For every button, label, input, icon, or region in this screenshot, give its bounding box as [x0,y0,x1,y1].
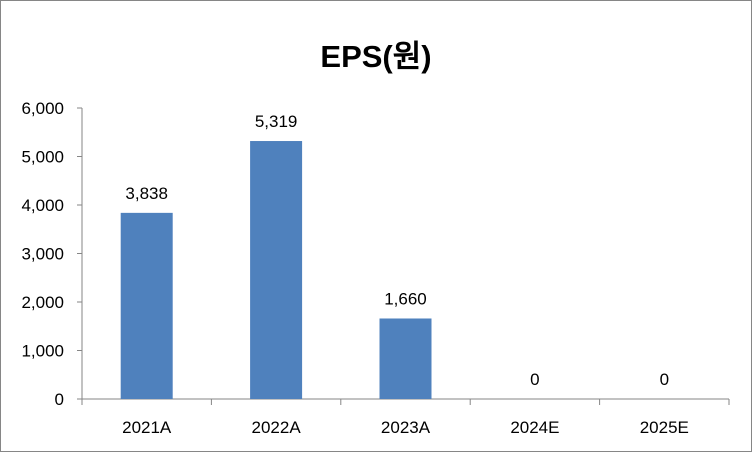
data-label: 0 [660,370,669,389]
y-tick-label: 5,000 [21,148,64,167]
y-tick-label: 4,000 [21,196,64,215]
y-tick-label: 0 [55,390,64,409]
y-tick-label: 1,000 [21,342,64,361]
x-tick-label: 2023A [381,418,431,437]
y-tick-label: 2,000 [21,293,64,312]
x-tick-label: 2021A [122,418,172,437]
y-tick-label: 6,000 [21,99,64,118]
data-label: 5,319 [255,112,298,131]
x-tick-label: 2025E [640,418,689,437]
data-label: 1,660 [384,289,427,308]
x-tick-label: 2024E [510,418,559,437]
data-label: 3,838 [125,184,168,203]
data-label: 0 [530,370,539,389]
bar [120,212,173,399]
y-tick-label: 3,000 [21,245,64,264]
bar [250,141,303,399]
x-tick-label: 2022A [252,418,302,437]
bar [379,318,432,399]
chart-title: EPS(원) [320,39,432,74]
